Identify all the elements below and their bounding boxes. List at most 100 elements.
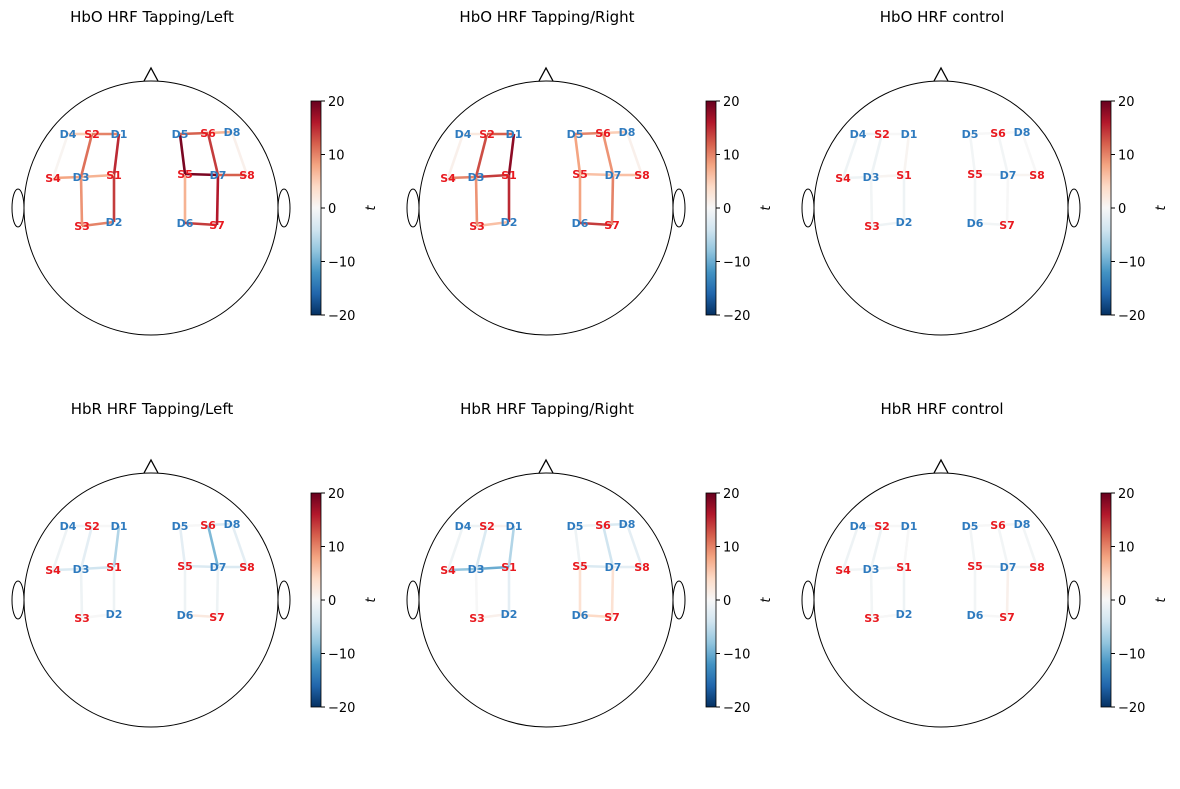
optode-label-S6: S6 — [200, 127, 216, 140]
left-ear — [11, 188, 25, 228]
right-ear — [1067, 188, 1081, 228]
optode-label-D1: D1 — [111, 520, 128, 533]
colorbar-label: t — [1154, 597, 1169, 603]
channel-S3-D2 — [871, 220, 905, 228]
channel-S6-D7 — [206, 524, 220, 568]
channel-S4-D4 — [841, 133, 860, 179]
optode-label-S8: S8 — [1029, 561, 1045, 574]
nose-icon — [143, 66, 159, 82]
panel-title: HbO HRF Tapping/Right — [459, 8, 634, 26]
channel-S5-D7 — [579, 172, 614, 177]
optode-label-S5: S5 — [572, 168, 588, 181]
colorbar-tick-label: 10 — [328, 149, 345, 164]
optode-label-S1: S1 — [501, 561, 517, 574]
optode-label-S1: S1 — [896, 561, 912, 574]
optode-label-S2: S2 — [84, 128, 100, 141]
optode-label-D5: D5 — [962, 520, 979, 533]
channel-S5-D7 — [579, 564, 614, 569]
optode-label-D2: D2 — [106, 608, 123, 621]
nose-icon — [143, 458, 159, 474]
channel-S8-D8 — [230, 131, 249, 176]
right-ear — [672, 580, 686, 620]
optode-label-S4: S4 — [440, 564, 456, 577]
colorbar-tick-label: −20 — [723, 309, 750, 324]
channel-S6-D5 — [574, 131, 604, 136]
optode-label-D5: D5 — [567, 520, 584, 533]
channel-S7-D6 — [184, 221, 218, 227]
channel-S4-D4 — [446, 525, 465, 571]
optode-label-S4: S4 — [45, 172, 61, 185]
colorbar-label: t — [364, 597, 379, 603]
channel-S3-D3 — [474, 176, 479, 227]
colorbar-tick-label: 20 — [1118, 487, 1135, 502]
channel-S7-D7 — [1005, 174, 1010, 226]
channel-S6-D7 — [996, 524, 1010, 568]
optode-label-S4: S4 — [835, 172, 851, 185]
colorbar-tick-label: 10 — [723, 149, 740, 164]
right-ear — [672, 188, 686, 228]
channel-S8-D8 — [1020, 523, 1039, 568]
channel-S2-D3 — [869, 525, 884, 570]
optode-label-S7: S7 — [999, 219, 1015, 232]
right-ear — [277, 580, 291, 620]
colorbar — [310, 100, 322, 316]
channel-S5-D5 — [968, 133, 977, 175]
channel-S4-D3 — [52, 567, 82, 572]
channel-S5-D7 — [974, 564, 1009, 569]
optode-label-S7: S7 — [604, 611, 620, 624]
optode-label-D3: D3 — [468, 563, 485, 576]
channel-S5-D5 — [968, 525, 977, 567]
optode-label-D3: D3 — [863, 171, 880, 184]
optode-label-S4: S4 — [440, 172, 456, 185]
channel-S4-D4 — [841, 525, 860, 571]
colorbar — [310, 492, 322, 708]
optode-label-S3: S3 — [74, 220, 90, 233]
optode-label-S6: S6 — [200, 519, 216, 532]
optode-label-D8: D8 — [619, 518, 636, 531]
colorbar-tick-label: 10 — [328, 541, 345, 556]
colorbar-tick-label: −10 — [1118, 256, 1145, 271]
colorbar — [1100, 100, 1112, 316]
channel-S1-D1 — [112, 525, 121, 568]
optode-label-D8: D8 — [224, 518, 241, 531]
panel-title: HbR HRF control — [880, 400, 1003, 418]
channel-S6-D7 — [601, 132, 615, 176]
channel-S4-D3 — [447, 175, 477, 180]
optode-label-D4: D4 — [60, 128, 77, 141]
channel-S4-D3 — [842, 175, 872, 180]
colorbar-tick-label: −20 — [328, 701, 355, 716]
optode-label-S8: S8 — [634, 169, 650, 182]
optode-label-S1: S1 — [896, 169, 912, 182]
channel-S6-D7 — [206, 132, 220, 176]
optode-label-D8: D8 — [619, 126, 636, 139]
optode-label-S8: S8 — [1029, 169, 1045, 182]
optode-label-S8: S8 — [634, 561, 650, 574]
channel-S6-D5 — [179, 131, 209, 136]
channel-S5-D7 — [184, 172, 219, 177]
colorbar-label: t — [759, 205, 774, 211]
optode-label-S8: S8 — [239, 561, 255, 574]
optode-label-D7: D7 — [210, 169, 227, 182]
channel-S5-D7 — [184, 564, 219, 569]
optode-label-S2: S2 — [479, 520, 495, 533]
optode-label-S4: S4 — [835, 564, 851, 577]
channel-S2-D3 — [869, 133, 884, 178]
panel-title: HbR HRF Tapping/Left — [71, 400, 234, 418]
optode-label-D2: D2 — [501, 608, 518, 621]
optode-label-D8: D8 — [1014, 126, 1031, 139]
colorbar-tick-label: 0 — [328, 594, 336, 609]
colorbar-tick-label: 20 — [328, 95, 345, 110]
channel-S6-D7 — [996, 132, 1010, 176]
optode-label-S7: S7 — [209, 219, 225, 232]
head-outline — [23, 80, 279, 336]
colorbar-tick-label: −10 — [328, 648, 355, 663]
optode-label-D6: D6 — [177, 217, 194, 230]
optode-label-D7: D7 — [605, 561, 622, 574]
colorbar-tick-label: 20 — [1118, 95, 1135, 110]
optode-label-D7: D7 — [210, 561, 227, 574]
channel-S6-D5 — [969, 523, 999, 528]
optode-label-D5: D5 — [567, 128, 584, 141]
channel-S1-D1 — [507, 133, 516, 176]
optode-label-S3: S3 — [864, 612, 880, 625]
